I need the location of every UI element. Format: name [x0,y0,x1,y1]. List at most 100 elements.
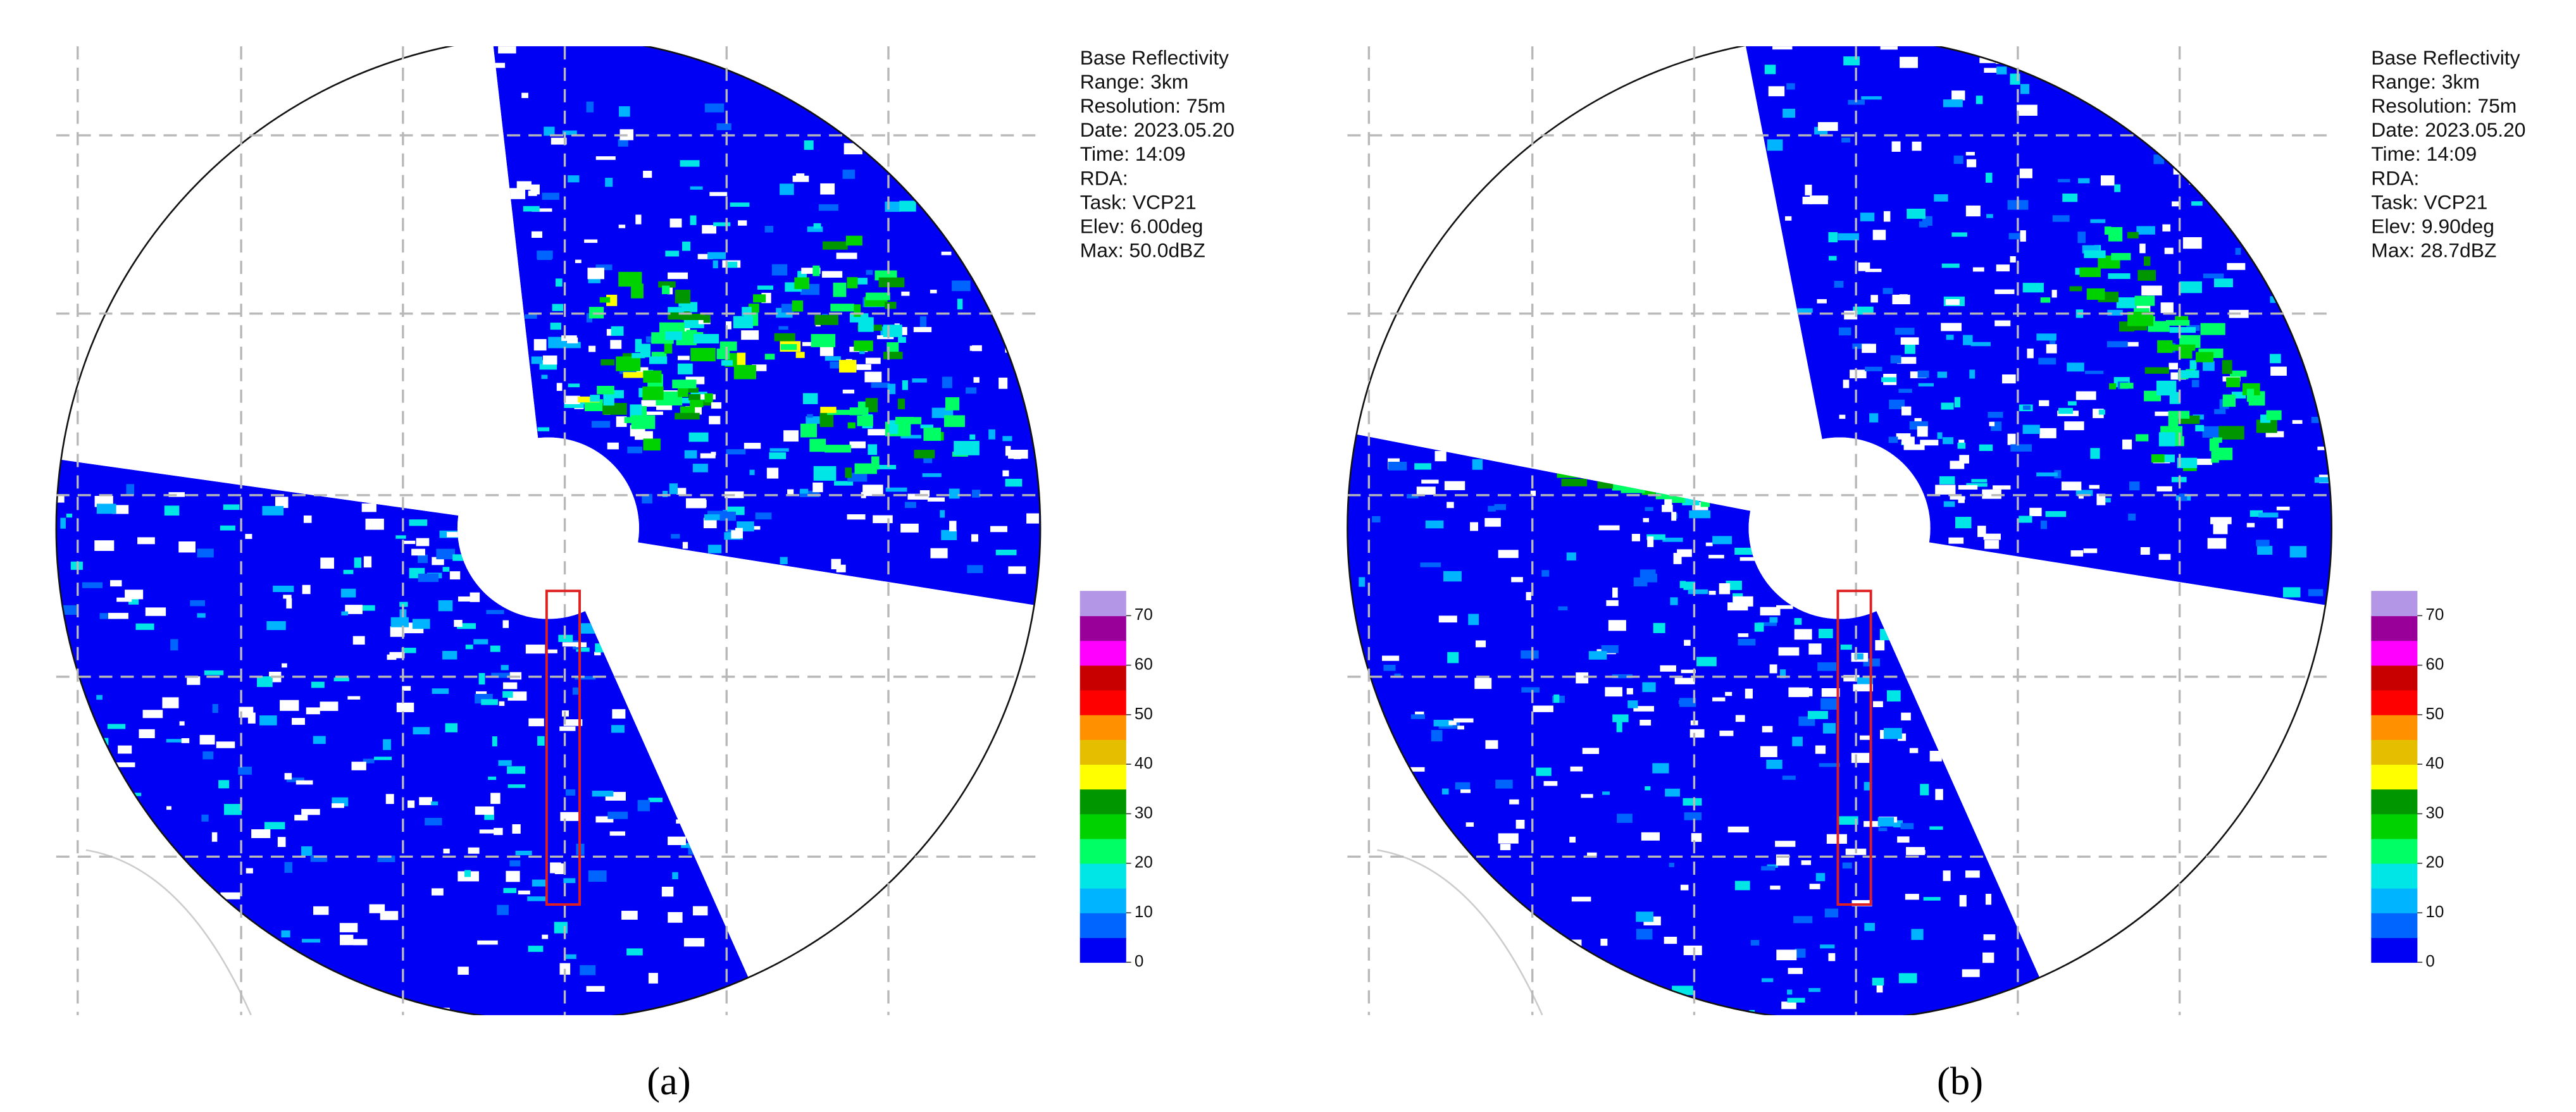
echo-cell [107,724,126,729]
echo-cell [709,416,721,424]
echo-cell [310,477,320,492]
echo-cell [712,260,718,269]
echo-cell [954,441,980,455]
echo-cell [990,526,1008,533]
echo-cell [1627,700,1638,708]
echo-cell [1919,221,1928,228]
echo-cell [1852,343,1871,349]
echo-cell [1853,684,1873,692]
echo-cell [1474,677,1492,689]
echo-cell [1958,485,1978,490]
echo-cell [1609,404,1636,411]
echo-cell [454,619,463,627]
echo-cell [1689,729,1705,738]
echo-cell [1684,414,1708,423]
echo-cell [704,393,713,403]
echo-cell [847,473,868,482]
echo-cell [372,366,390,379]
echo-cell [1664,497,1672,508]
echo-cell [1645,447,1662,460]
echo-cell [544,127,555,136]
echo-cell [1838,327,1851,336]
echo-cell [2086,288,2105,300]
echo-cell [527,896,547,901]
echo-cell [449,1016,455,1021]
echo-cell [1712,438,1734,449]
range-ring [1347,46,2332,1015]
echo-cell [2052,215,2070,222]
echo-cell [819,412,834,428]
echo-cell [1959,455,1969,464]
echo-cell [204,670,224,676]
echo-cell [952,280,971,292]
echo-cell [1660,665,1676,672]
info-line: RDA: [2371,166,2419,189]
echo-cell [1918,383,1934,386]
echo-cell [1005,478,1023,487]
echo-cell [1872,230,1886,240]
echo-cell [1787,998,1805,1003]
echo-cell [457,623,476,629]
echo-cell [170,639,178,651]
echo-cell [694,333,719,344]
echo-cell [780,183,794,195]
echo-cell [1612,587,1618,598]
echo-cell [1886,690,1901,701]
echo-cell [1410,714,1425,719]
echo-cell [1665,788,1680,797]
echo-cell [907,493,929,500]
echo-cell [550,862,561,874]
echo-cell [780,344,797,350]
echo-cell [1769,617,1778,623]
echo-cell [2079,267,2101,278]
echo-cell [800,488,809,494]
echo-cell [1839,414,1846,419]
echo-cell [1494,503,1507,510]
echo-cell [533,339,547,351]
echo-cell [665,250,680,257]
echo-cell [972,345,982,352]
echo-cell [2246,240,2258,250]
echo-cell [1883,727,1902,739]
echo-cell [333,677,349,682]
echo-cell [166,739,182,743]
echo-cell [847,514,866,520]
echo-cell [528,718,544,727]
echo-cell [2168,362,2178,370]
echo-cell [1498,550,1519,559]
echo-cell [116,597,132,602]
echo-cell [568,175,580,183]
echo-cell [515,850,532,856]
echo-cell [509,860,521,867]
echo-cell [1865,366,1882,371]
echo-cell [292,718,305,725]
echo-cell [792,300,804,312]
echo-cell [787,489,794,495]
echo-cell [402,686,411,691]
echo-cell [676,819,690,824]
echo-cell [900,435,921,439]
echo-cell [941,251,952,256]
echo-cell [1909,748,1919,753]
echo-cell [2175,316,2189,323]
echo-cell [66,513,73,518]
echo-cell [1937,432,1943,439]
echo-cell [1805,184,1812,195]
echo-cell [586,101,594,113]
echo-cell [1671,512,1677,521]
echo-cell [2075,490,2093,497]
echo-cell [1008,566,1026,574]
echo-cell [967,565,983,574]
info-line: Elev: 6.00deg [1080,214,1204,237]
echo-cell [523,206,540,212]
colorbar-segment [1080,838,1126,864]
echo-cell [621,910,638,920]
echo-cell [2129,481,2140,491]
echo-cell [919,490,930,497]
echo-cell [560,342,581,349]
echo-cell [1641,469,1651,477]
echo-cell [201,814,209,822]
echo-cell [643,370,662,383]
echo-cell [1634,360,1643,370]
echo-cell [387,368,408,383]
